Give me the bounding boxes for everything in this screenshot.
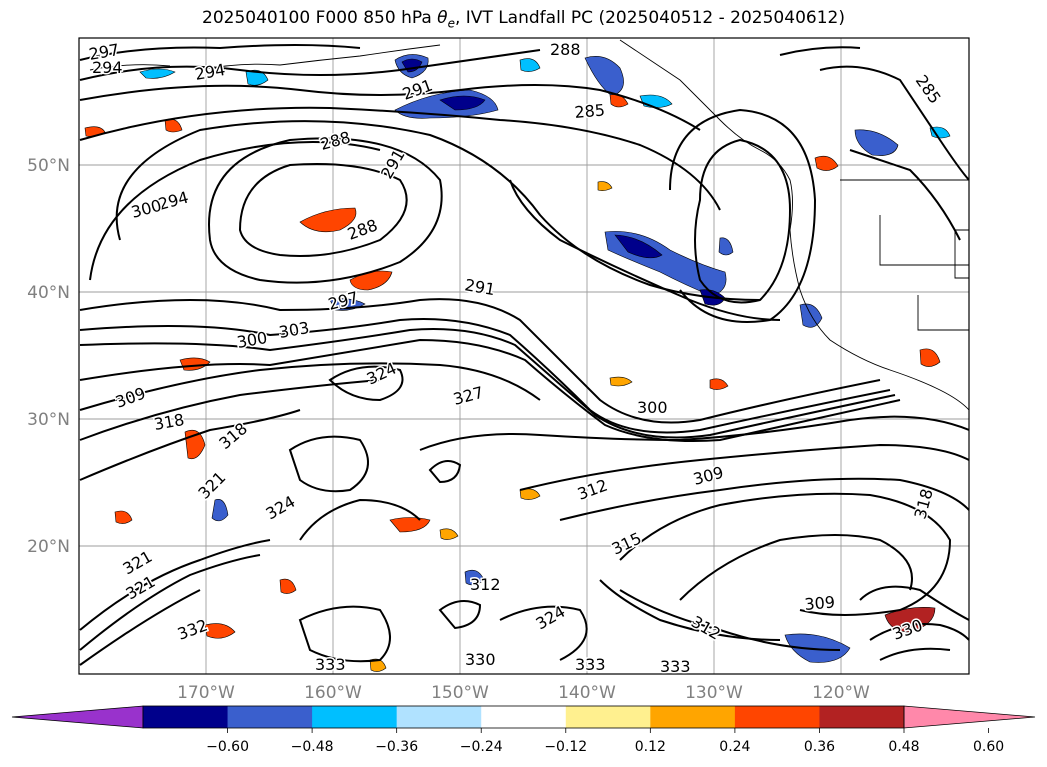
contour-label: 294 bbox=[92, 58, 123, 77]
colorbar-extend-low bbox=[11, 705, 144, 729]
colorbar-tick-label: 0.60 bbox=[973, 739, 1004, 755]
contour-label: 309 bbox=[804, 592, 836, 614]
contour-label: 312 bbox=[470, 575, 501, 594]
colorbar-tick-label: −0.60 bbox=[206, 739, 249, 755]
lat-label-50n: 50°N bbox=[27, 156, 70, 176]
colorbar bbox=[11, 705, 1036, 729]
longitude-labels: 170°W 160°W 150°W 140°W 130°W 120°W bbox=[177, 683, 870, 703]
colorbar-segment bbox=[481, 706, 567, 728]
colorbar-ticks: −0.60 −0.48 −0.36 −0.24 −0.12 0.12 0.24 0.36 0.4… bbox=[206, 728, 1004, 755]
colorbar-segment bbox=[396, 706, 482, 728]
contour-label: 285 bbox=[574, 100, 606, 122]
lon-label-120w: 120°W bbox=[812, 683, 870, 703]
contour-label: 300 bbox=[637, 398, 668, 417]
colorbar-segment bbox=[819, 706, 905, 728]
lon-label-170w: 170°W bbox=[177, 683, 235, 703]
lon-label-150w: 150°W bbox=[431, 683, 489, 703]
colorbar-tick-label: −0.36 bbox=[375, 739, 418, 755]
colorbar-segment bbox=[227, 706, 313, 728]
colorbar-tick-label: −0.48 bbox=[291, 739, 334, 755]
lon-label-130w: 130°W bbox=[685, 683, 743, 703]
contour-label: 294 bbox=[193, 60, 226, 84]
lon-label-140w: 140°W bbox=[558, 683, 616, 703]
contour-label: 333 bbox=[660, 657, 691, 676]
colorbar-tick-label: 0.12 bbox=[635, 739, 666, 755]
colorbar-tick-label: −0.12 bbox=[544, 739, 587, 755]
contour-label: 333 bbox=[575, 655, 606, 674]
colorbar-extend-high bbox=[903, 705, 1036, 729]
colorbar-segment bbox=[143, 706, 229, 728]
map-title: 2025040100 F000 850 hPa θe, IVT Landfall… bbox=[202, 8, 845, 31]
map-area bbox=[79, 38, 969, 674]
colorbar-segment bbox=[650, 706, 736, 728]
gridlines bbox=[79, 38, 969, 674]
theta-e-contours bbox=[79, 44, 969, 666]
latitude-labels: 50°N 40°N 30°N 20°N bbox=[27, 156, 70, 557]
map-frame bbox=[78, 37, 970, 675]
contour-label: 333 bbox=[315, 655, 346, 674]
colorbar-segment bbox=[734, 706, 820, 728]
colorbar-tick-label: 0.48 bbox=[888, 739, 919, 755]
colorbar-tick-label: −0.24 bbox=[460, 739, 503, 755]
coastlines bbox=[89, 39, 969, 411]
contour-label: 330 bbox=[465, 650, 496, 669]
contour-label: 288 bbox=[550, 40, 581, 59]
colorbar-tick-label: 0.24 bbox=[719, 739, 750, 755]
colorbar-frame bbox=[142, 705, 905, 729]
lat-label-40n: 40°N bbox=[27, 283, 70, 303]
lon-label-160w: 160°W bbox=[304, 683, 362, 703]
colorbar-segment bbox=[312, 706, 398, 728]
lat-label-30n: 30°N bbox=[27, 410, 70, 430]
colorbar-segment bbox=[565, 706, 651, 728]
lat-label-20n: 20°N bbox=[27, 537, 70, 557]
colorbar-tick-label: 0.36 bbox=[804, 739, 835, 755]
